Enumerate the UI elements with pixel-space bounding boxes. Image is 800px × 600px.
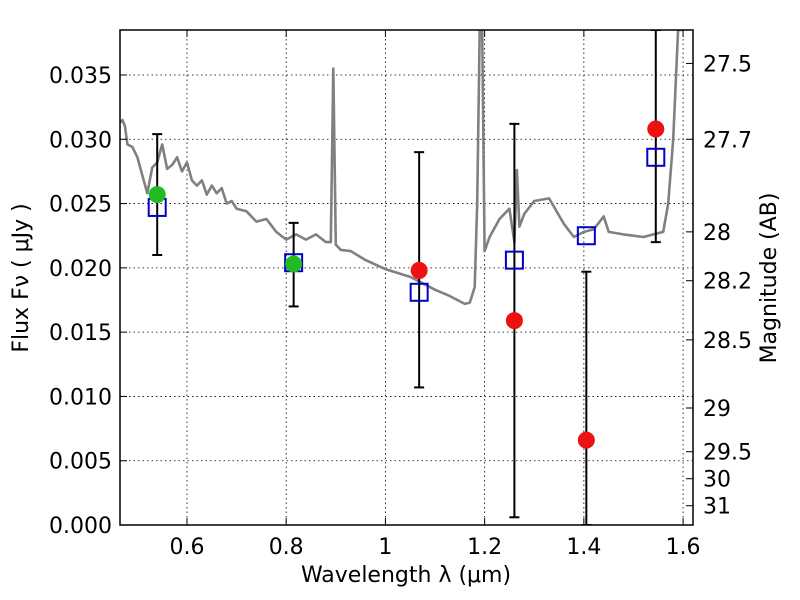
plot-frame [119, 29, 694, 526]
x-tick-label: 1.2 [467, 535, 502, 560]
x-tick-label: 1.6 [666, 535, 701, 560]
data-point-circle [285, 255, 303, 273]
right-tick-label: 27.7 [703, 128, 752, 153]
y-axis-label: Flux Fν ( μJy ) [9, 203, 34, 352]
model-point-square [504, 250, 524, 270]
right-tick-label: 31 [703, 495, 731, 520]
grid [120, 30, 693, 526]
y-tick-label: 0.005 [49, 450, 112, 475]
y-tick-label: 0.025 [49, 193, 112, 218]
model-point-square [576, 226, 596, 246]
y-tick-label: 0.000 [49, 514, 112, 539]
series-layer [120, 30, 684, 525]
x-tick-label: 0.8 [269, 535, 304, 560]
right-tick-label: 28 [703, 221, 731, 246]
y-tick-label: 0.020 [49, 257, 112, 282]
y-tick-label: 0.030 [49, 128, 112, 153]
plot-area [120, 30, 684, 525]
right-axis-label: Magnitude (AB) [757, 193, 782, 364]
x-axis-label: Wavelength λ (μm) [301, 563, 511, 588]
right-tick-label: 28.2 [703, 270, 752, 295]
data-point-circle [148, 186, 166, 204]
data-point-circle [577, 431, 595, 449]
right-tick-label: 29.5 [703, 441, 752, 466]
spectrum-line [120, 30, 684, 306]
right-tick-label: 27.5 [703, 52, 752, 77]
y-tick-label: 0.015 [49, 321, 112, 346]
model-point-square [409, 282, 429, 302]
tick-layer: 0.6 0.8 1 1.2 1.4 1.6 0.000 0.005 0.010 0.015 0.02… [49, 30, 752, 560]
data-point-circle [647, 120, 665, 138]
x-tick-label: 1.4 [566, 535, 601, 560]
x-tick-label: 0.6 [169, 535, 204, 560]
x-tick-label: 1 [378, 535, 392, 560]
y-tick-label: 0.035 [49, 64, 112, 89]
right-tick-label: 29 [703, 397, 731, 422]
data-point-circle [505, 312, 523, 330]
model-point-square [646, 147, 666, 167]
right-tick-label: 30 [703, 468, 731, 493]
data-point-circle [410, 261, 428, 279]
y-tick-label: 0.010 [49, 385, 112, 410]
right-tick-label: 28.5 [703, 329, 752, 354]
